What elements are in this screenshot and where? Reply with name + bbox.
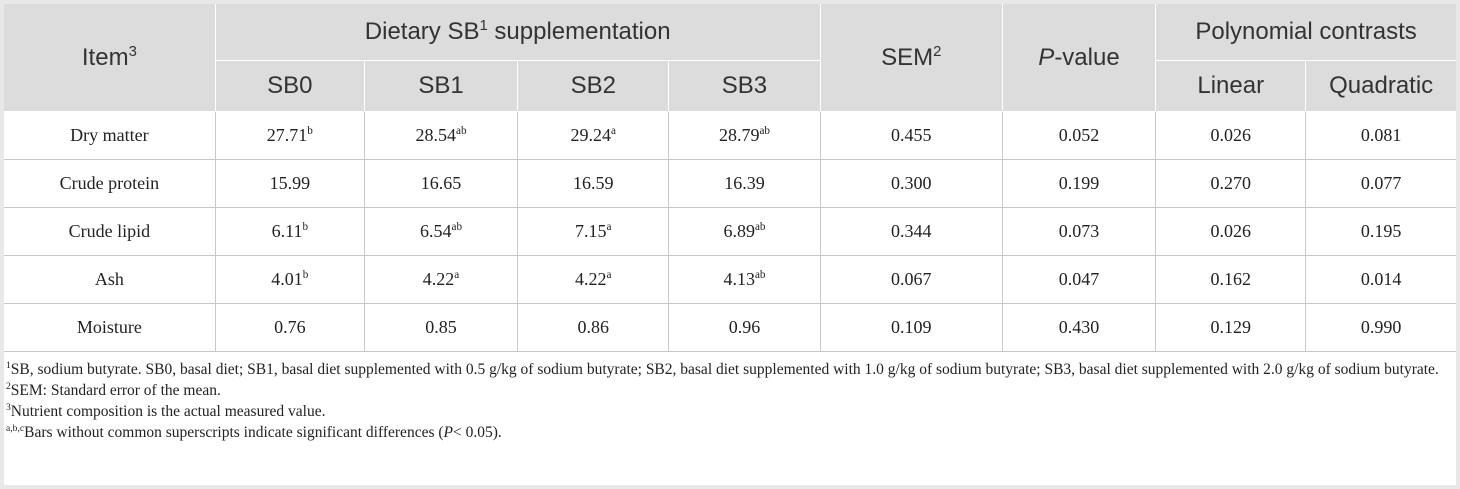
cell-sb1: 16.65 (364, 159, 519, 208)
table-header: Item3 Dietary SB1 supplementation SEM2 P… (4, 4, 1456, 112)
cell-linear: 0.270 (1155, 159, 1307, 208)
cell-quadratic: 0.077 (1305, 159, 1456, 208)
cell-sb0: 15.99 (215, 159, 365, 208)
cell-pvalue: 0.047 (1002, 255, 1157, 304)
cell-sem: 0.067 (820, 255, 1003, 304)
table-frame: Item3 Dietary SB1 supplementation SEM2 P… (4, 4, 1456, 485)
footnote-4: a,b,cBars without common superscripts in… (6, 422, 502, 441)
footnote-3: 3Nutrient composition is the actual meas… (6, 401, 326, 420)
cell-sb2: 16.59 (517, 159, 670, 208)
cell-sem: 0.300 (820, 159, 1003, 208)
cell-sb1: 28.54ab (364, 111, 519, 160)
header-polynomial-contrasts: Polynomial contrasts (1155, 4, 1456, 61)
cell-sb3: 16.39 (668, 159, 821, 208)
header-sb3: SB3 (668, 60, 821, 112)
cell-sb1: 0.85 (364, 303, 519, 352)
cell-pvalue: 0.199 (1002, 159, 1157, 208)
table-row: Moisture 0.76 0.85 0.86 0.96 0.109 0.430… (4, 303, 1456, 352)
cell-sb2: 29.24a (517, 111, 670, 160)
cell-item: Dry matter (4, 111, 216, 160)
cell-item: Ash (4, 255, 216, 304)
cell-sb3: 28.79ab (668, 111, 821, 160)
cell-sb3: 6.89ab (668, 207, 821, 256)
cell-item: Crude lipid (4, 207, 216, 256)
cell-sb0: 27.71b (215, 111, 365, 160)
cell-linear: 0.026 (1155, 207, 1307, 256)
table-body: Dry matter 27.71b 28.54ab 29.24a 28.79ab… (4, 111, 1456, 352)
cell-quadratic: 0.014 (1305, 255, 1456, 304)
cell-sem: 0.455 (820, 111, 1003, 160)
cell-sb1: 6.54ab (364, 207, 519, 256)
cell-sb2: 4.22a (517, 255, 670, 304)
header-sb1: SB1 (364, 60, 519, 112)
header-quadratic: Quadratic (1305, 60, 1456, 112)
cell-pvalue: 0.073 (1002, 207, 1157, 256)
cell-item: Crude protein (4, 159, 216, 208)
cell-linear: 0.162 (1155, 255, 1307, 304)
cell-item: Moisture (4, 303, 216, 352)
cell-quadratic: 0.990 (1305, 303, 1456, 352)
table-row: Dry matter 27.71b 28.54ab 29.24a 28.79ab… (4, 111, 1456, 160)
cell-sb3: 4.13ab (668, 255, 821, 304)
cell-sem: 0.344 (820, 207, 1003, 256)
header-sem: SEM2 (820, 4, 1003, 112)
cell-quadratic: 0.081 (1305, 111, 1456, 160)
cell-sb0: 6.11b (215, 207, 365, 256)
header-linear: Linear (1155, 60, 1307, 112)
header-item: Item3 (4, 4, 216, 112)
cell-linear: 0.129 (1155, 303, 1307, 352)
cell-sb0: 0.76 (215, 303, 365, 352)
cell-quadratic: 0.195 (1305, 207, 1456, 256)
table-row: Crude protein 15.99 16.65 16.59 16.39 0.… (4, 159, 1456, 208)
cell-sb3: 0.96 (668, 303, 821, 352)
cell-sb1: 4.22a (364, 255, 519, 304)
table-row: Crude lipid 6.11b 6.54ab 7.15a 6.89ab 0.… (4, 207, 1456, 256)
header-dietary-group: Dietary SB1 supplementation (215, 4, 821, 61)
header-sb0: SB0 (215, 60, 365, 112)
cell-sb2: 0.86 (517, 303, 670, 352)
cell-sb0: 4.01b (215, 255, 365, 304)
cell-pvalue: 0.430 (1002, 303, 1157, 352)
cell-sem: 0.109 (820, 303, 1003, 352)
footnote-2: 2SEM: Standard error of the mean. (6, 380, 221, 399)
table-footnotes: 1SB, sodium butyrate. SB0, basal diet; S… (4, 359, 1456, 443)
cell-pvalue: 0.052 (1002, 111, 1157, 160)
cell-sb2: 7.15a (517, 207, 670, 256)
table-row: Ash 4.01b 4.22a 4.22a 4.13ab 0.067 0.047… (4, 255, 1456, 304)
data-table: Item3 Dietary SB1 supplementation SEM2 P… (4, 4, 1456, 352)
cell-linear: 0.026 (1155, 111, 1307, 160)
header-sb2: SB2 (517, 60, 670, 112)
header-pvalue: P-value (1002, 4, 1157, 112)
footnote-1: 1SB, sodium butyrate. SB0, basal diet; S… (6, 359, 1439, 378)
